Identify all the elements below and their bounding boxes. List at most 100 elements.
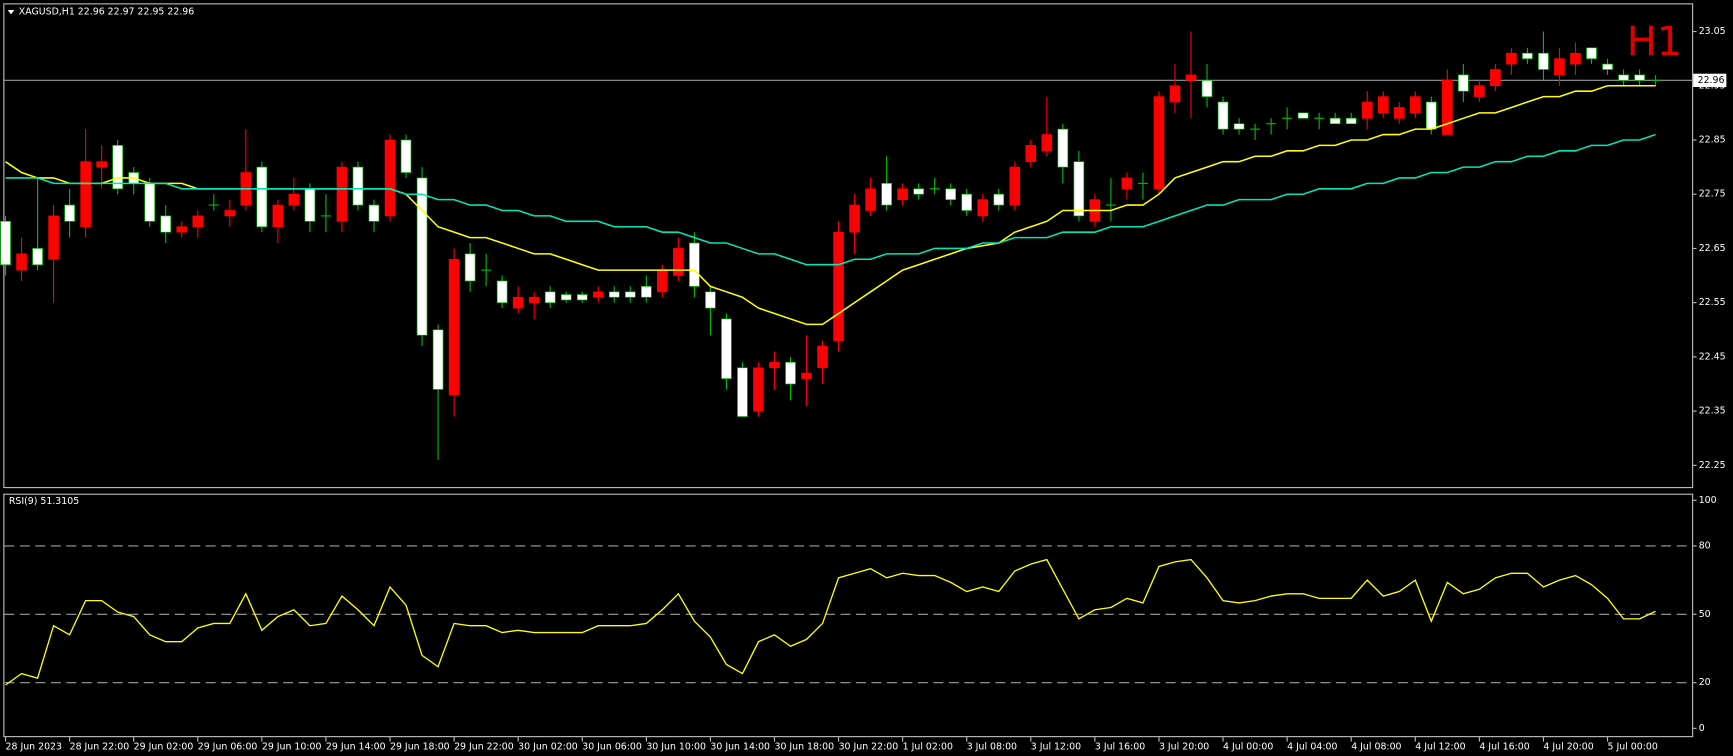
y-tick-label: 50: [1699, 609, 1711, 620]
candle-body: [1393, 107, 1405, 119]
candle-body: [945, 188, 957, 200]
y-tick-label: 80: [1699, 540, 1711, 551]
x-tick-label: 29 Jun 06:00: [198, 742, 258, 753]
x-tick-label: 4 Jul 20:00: [1543, 742, 1593, 753]
candle-body: [1201, 80, 1213, 97]
candle-body: [512, 296, 524, 309]
candle-body: [1618, 74, 1629, 81]
candle-body: [1634, 74, 1645, 81]
candle-body: [1185, 74, 1197, 81]
y-tick-label: 22.25: [1699, 460, 1726, 471]
x-tick-label: 3 Jul 16:00: [1095, 742, 1145, 753]
candle-body: [721, 318, 732, 379]
candle-body: [464, 253, 476, 282]
candle-body: [1426, 101, 1437, 130]
candle-body: [80, 161, 91, 228]
candle-body: [785, 361, 796, 385]
candle-body: [913, 188, 924, 195]
x-tick-label: 30 Jun 10:00: [646, 742, 706, 753]
candle-body: [560, 294, 572, 301]
x-tick-label: 29 Jun 02:00: [134, 742, 194, 753]
candle-body: [528, 296, 540, 303]
timeframe-annotation: H1: [1627, 19, 1682, 65]
y-tick-label: 22.35: [1699, 406, 1726, 417]
candle-body: [48, 215, 59, 260]
candle-body: [256, 166, 268, 228]
candle-body: [288, 193, 300, 206]
x-tick-label: 30 Jun 22:00: [839, 742, 899, 753]
x-tick-label: 4 Jul 04:00: [1287, 742, 1337, 753]
candle-body: [1297, 112, 1309, 119]
candle-body: [1490, 69, 1501, 87]
candle-body: [897, 188, 908, 200]
candle-body: [1217, 101, 1229, 130]
y-tick-label: 22.45: [1699, 351, 1726, 362]
candle-body: [1570, 52, 1581, 65]
y-tick-label: 22.75: [1699, 189, 1726, 200]
candle-body: [416, 177, 428, 336]
candle-body: [625, 291, 636, 298]
candle-body: [176, 226, 188, 233]
candle-body: [817, 345, 828, 369]
candle-body: [849, 204, 860, 233]
candle-body: [496, 280, 508, 303]
candle-body: [336, 166, 348, 222]
candle-body: [1233, 123, 1245, 130]
candle-body: [1377, 96, 1389, 114]
candle-body: [1345, 117, 1357, 125]
candle-body: [1025, 145, 1037, 163]
x-tick-label: 30 Jun 02:00: [518, 742, 578, 753]
y-tick-label: 22.65: [1699, 243, 1726, 254]
candle-body: [384, 139, 396, 217]
x-tick-label: 3 Jul 20:00: [1159, 742, 1209, 753]
x-tick-label: 29 Jun 22:00: [454, 742, 514, 753]
candle-body: [1073, 161, 1085, 217]
candle-body: [657, 269, 668, 293]
candle-body: [1121, 177, 1133, 190]
candle-body: [673, 248, 684, 276]
candle-body: [1409, 96, 1421, 114]
candle-body: [576, 294, 588, 301]
candle-body: [1474, 85, 1485, 97]
x-tick-label: 5 Jul 00:00: [1608, 742, 1658, 753]
x-tick-label: 4 Jul 00:00: [1223, 742, 1273, 753]
x-tick-label: 28 Jun 2023: [6, 742, 62, 753]
candle-body: [961, 193, 973, 211]
candle-body: [769, 361, 780, 369]
x-tick-label: 29 Jun 18:00: [390, 742, 450, 753]
rsi-line: [5, 558, 1656, 686]
x-tick-label: 4 Jul 12:00: [1415, 742, 1465, 753]
rsi-title: RSI(9) 51.3105: [9, 496, 79, 507]
candle-body: [993, 193, 1005, 206]
candle-body: [641, 286, 652, 298]
candle-body: [112, 145, 123, 190]
candle-body: [1522, 52, 1533, 59]
candle-body: [0, 220, 11, 266]
candle-body: [224, 210, 236, 217]
candle-body: [1442, 80, 1453, 135]
x-tick-label: 3 Jul 12:00: [1031, 742, 1081, 753]
chart-title: XAGUSD,H1 22.96 22.97 22.95 22.96: [19, 7, 194, 18]
candle-body: [833, 231, 844, 341]
candle-body: [592, 291, 604, 298]
candle-body: [1009, 166, 1021, 206]
candle-body: [1602, 63, 1613, 70]
candle-body: [272, 204, 284, 228]
candle-body: [753, 367, 764, 412]
x-tick-label: 29 Jun 10:00: [262, 742, 322, 753]
x-tick-label: 30 Jun 06:00: [582, 742, 642, 753]
candle-body: [1169, 85, 1181, 103]
candle-body: [705, 291, 716, 309]
candle-body: [977, 199, 989, 217]
x-tick-label: 29 Jun 14:00: [326, 742, 386, 753]
candle-body: [1329, 117, 1341, 125]
candle-body: [1153, 96, 1165, 190]
x-tick-label: 30 Jun 18:00: [774, 742, 834, 753]
menu-triangle: [7, 9, 15, 15]
y-tick-label: 100: [1699, 495, 1717, 506]
candle-body: [1361, 101, 1373, 119]
candle-body: [737, 367, 748, 417]
x-tick-label: 28 Jun 22:00: [70, 742, 130, 753]
